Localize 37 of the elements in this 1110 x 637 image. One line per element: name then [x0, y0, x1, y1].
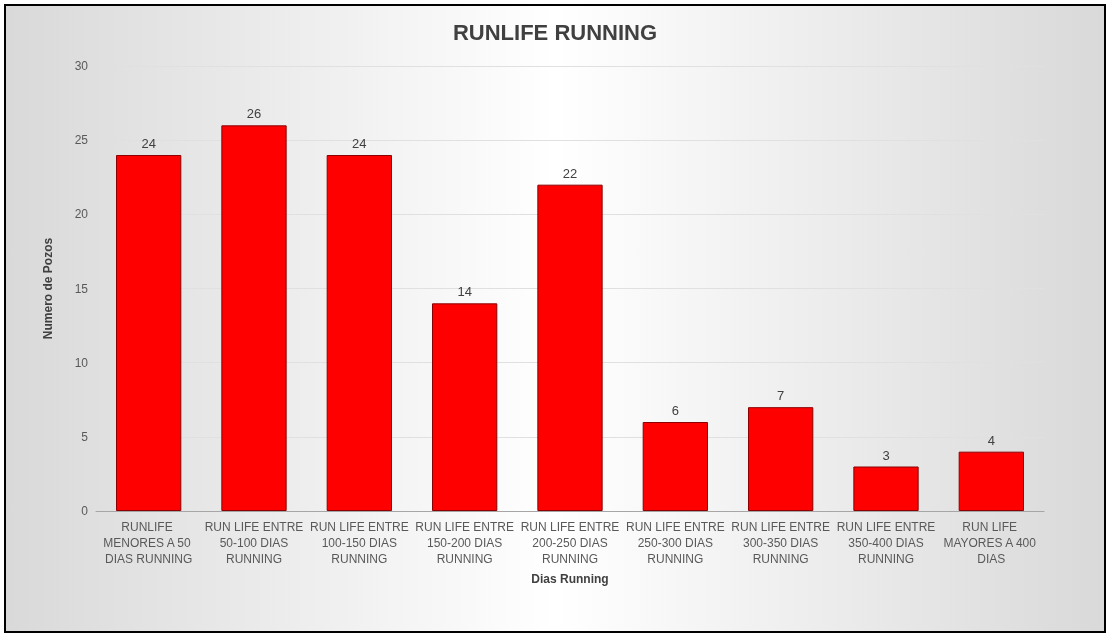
- data-label: 14: [457, 284, 472, 300]
- bar: [221, 125, 287, 511]
- bar: [432, 303, 498, 511]
- y-tick-label: 0: [81, 504, 89, 518]
- y-tick-label: 25: [74, 133, 89, 148]
- bar: [116, 155, 182, 511]
- bar: [748, 407, 814, 511]
- y-tick-label: 5: [81, 429, 89, 444]
- x-tick-label: RUN LIFE MAYORES A 400 DIAS: [943, 520, 1040, 566]
- x-tick-label: RUNLIFE MENORES A 50 DIAS RUNNING: [103, 520, 195, 566]
- x-tick-label: RUN LIFE ENTRE 350-400 DIAS RUNNING: [836, 520, 936, 566]
- x-tick-label: RUN LIFE ENTRE 50-100 DIAS RUNNING: [204, 520, 304, 566]
- x-tick-label: RUN LIFE ENTRE 150-200 DIAS RUNNING: [415, 520, 515, 566]
- x-tick-label: RUN LIFE ENTRE 250-300 DIAS RUNNING: [625, 520, 725, 566]
- y-axis-title: Numero de Pozos: [41, 237, 55, 340]
- y-tick-label: 20: [74, 207, 89, 222]
- data-label: 3: [882, 447, 890, 463]
- x-tick-label: RUN LIFE ENTRE 100-150 DIAS RUNNING: [309, 520, 409, 566]
- x-axis-title: Dias Running: [531, 572, 609, 586]
- data-label: 22: [562, 165, 578, 181]
- data-label: 26: [246, 106, 262, 122]
- y-tick-label: 30: [74, 59, 89, 73]
- data-label: 24: [352, 136, 367, 151]
- y-tick-label: 15: [74, 281, 89, 296]
- bar: [958, 451, 1024, 511]
- data-label: 7: [777, 388, 785, 404]
- bar: [853, 466, 919, 511]
- bar: [642, 422, 708, 511]
- bar: [326, 155, 392, 511]
- y-tick-label: 10: [74, 355, 89, 370]
- bar: [537, 184, 603, 511]
- data-label: 24: [141, 136, 156, 151]
- chart-title: RUNLIFE RUNNING: [452, 19, 658, 45]
- data-label: 6: [671, 403, 679, 418]
- x-tick-label: RUN LIFE ENTRE 300-350 DIAS RUNNING: [731, 520, 831, 566]
- data-label: 4: [987, 432, 995, 448]
- x-tick-label: RUN LIFE ENTRE 200-250 DIAS RUNNING: [520, 520, 620, 566]
